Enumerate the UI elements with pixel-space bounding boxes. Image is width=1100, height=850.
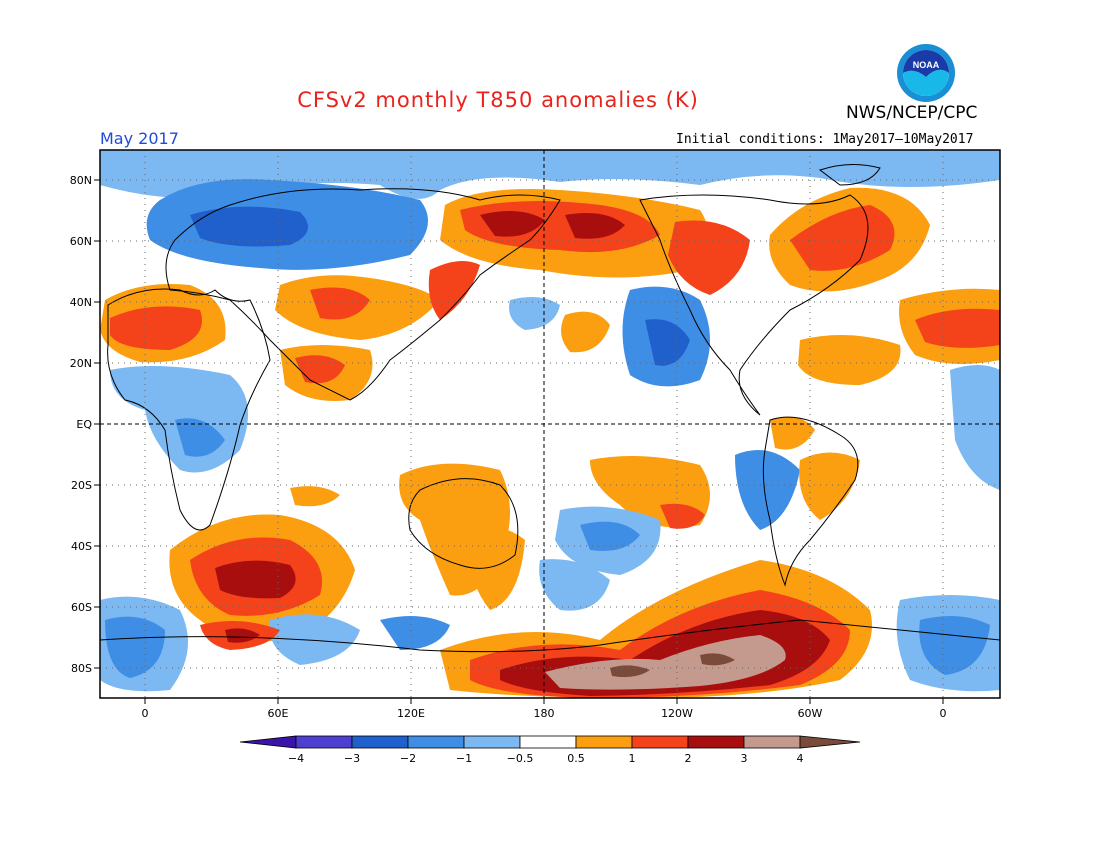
colorbar-segment xyxy=(519,735,577,749)
colorbar-label: 0.5 xyxy=(567,752,585,765)
latitude-labels: 80N 60N 40N 20N EQ 20S 40S 60S 80S xyxy=(70,174,93,675)
lon-label: 60E xyxy=(268,707,289,720)
lon-label: 0 xyxy=(940,707,947,720)
lat-label: 40N xyxy=(70,296,92,309)
svg-text:NOAA: NOAA xyxy=(913,60,940,70)
colorbar-segment xyxy=(407,735,465,749)
lat-label: 80N xyxy=(70,174,92,187)
lat-label: 20N xyxy=(70,357,92,370)
map-title: CFSv2 monthly T850 anomalies (K) xyxy=(297,88,699,112)
colorbar-segment xyxy=(799,735,861,749)
colorbar-segment xyxy=(575,735,633,749)
colorbar-segment xyxy=(631,735,689,749)
lon-label: 60W xyxy=(798,707,823,720)
initial-conditions-label: Initial conditions: 1May2017—10May2017 xyxy=(676,132,974,147)
colorbar xyxy=(239,735,861,749)
lat-label: 80S xyxy=(71,662,92,675)
colorbar-segment xyxy=(351,735,409,749)
lat-label: 40S xyxy=(71,540,92,553)
colorbar-labels: −4 −3 −2 −1 −0.5 0.5 1 2 3 4 xyxy=(288,752,804,765)
colorbar-label: −1 xyxy=(456,752,472,765)
colorbar-label: 2 xyxy=(685,752,692,765)
graticule xyxy=(100,150,1000,698)
agency-label: NWS/NCEP/CPC xyxy=(846,103,978,123)
lat-label: EQ xyxy=(76,418,92,431)
longitude-labels: 0 60E 120E 180 120W 60W 0 xyxy=(142,707,947,720)
colorbar-label: 3 xyxy=(741,752,748,765)
colorbar-segment xyxy=(463,735,521,749)
colorbar-label: −4 xyxy=(288,752,304,765)
colorbar-label: 4 xyxy=(797,752,804,765)
colorbar-label: 1 xyxy=(629,752,636,765)
noaa-logo: NOAA xyxy=(897,44,955,102)
lon-label: 0 xyxy=(142,707,149,720)
lon-label: 180 xyxy=(534,707,555,720)
lat-label: 60S xyxy=(71,601,92,614)
colorbar-segment xyxy=(687,735,745,749)
colorbar-label: −0.5 xyxy=(507,752,534,765)
colorbar-label: −3 xyxy=(344,752,360,765)
lat-label: 20S xyxy=(71,479,92,492)
axis-ticks xyxy=(94,179,944,704)
colorbar-label: −2 xyxy=(400,752,416,765)
month-label: May 2017 xyxy=(100,129,179,148)
colorbar-segment xyxy=(295,735,353,749)
colorbar-segment xyxy=(239,735,297,749)
lon-label: 120W xyxy=(661,707,693,720)
colorbar-segment xyxy=(743,735,801,749)
lon-label: 120E xyxy=(397,707,425,720)
lat-label: 60N xyxy=(70,235,92,248)
